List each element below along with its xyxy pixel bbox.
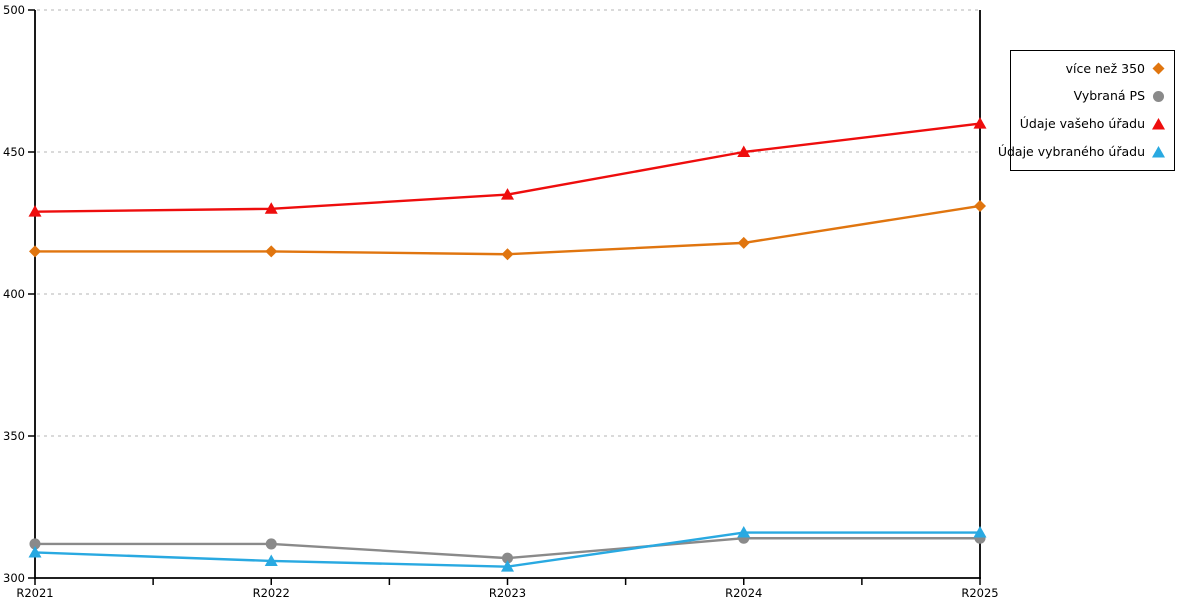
x-tick-label: R2022 xyxy=(253,586,290,600)
series-marker xyxy=(737,526,751,538)
series-marker xyxy=(737,145,751,157)
series-marker xyxy=(501,560,514,572)
series-line xyxy=(33,204,982,256)
series-0 xyxy=(29,199,986,261)
series-marker xyxy=(501,248,514,261)
series-marker xyxy=(1152,62,1165,75)
series-marker xyxy=(264,554,278,566)
series-marker xyxy=(265,538,277,550)
series-marker xyxy=(1152,145,1165,158)
y-tick-label: 450 xyxy=(3,145,25,159)
legend-label: více než 350 xyxy=(1065,60,1145,76)
series-marker xyxy=(264,202,278,214)
series-1 xyxy=(29,532,986,564)
legend-item: více než 350 xyxy=(1066,61,1166,76)
series-marker xyxy=(737,236,750,249)
series-marker xyxy=(973,526,987,538)
series-marker xyxy=(265,245,278,258)
y-tick-label: 300 xyxy=(3,571,25,585)
circle-marker-icon xyxy=(1151,89,1166,104)
y-tick-label: 350 xyxy=(3,429,25,443)
series-marker xyxy=(1152,117,1165,130)
series-marker xyxy=(29,538,41,550)
series-marker xyxy=(973,117,987,129)
triangle-marker-icon xyxy=(1151,117,1166,132)
series-marker xyxy=(974,199,986,212)
triangle-marker-icon xyxy=(1151,145,1166,160)
x-tick-label: R2025 xyxy=(961,586,998,600)
y-tick-label: 400 xyxy=(3,287,25,301)
legend-item: Údaje vybraného úřadu xyxy=(998,145,1166,160)
diamond-marker-icon xyxy=(1151,61,1166,76)
series-marker xyxy=(28,205,42,217)
legend: více než 350 Vybraná PS Údaje vašeho úřadu… xyxy=(998,50,1175,171)
x-tick-label: R2024 xyxy=(725,586,762,600)
series-2 xyxy=(28,117,987,217)
legend-label: Údaje vybraného úřadu xyxy=(997,143,1145,159)
series-marker xyxy=(501,552,514,564)
series-marker xyxy=(501,188,514,200)
legend-item: Údaje vašeho úřadu xyxy=(1020,117,1166,132)
legend-label: Údaje vašeho úřadu xyxy=(1019,116,1145,132)
series-marker xyxy=(28,545,42,558)
series-marker xyxy=(29,245,41,258)
series-3 xyxy=(28,526,987,572)
x-tick-label: R2023 xyxy=(489,586,526,600)
x-tick-label: R2021 xyxy=(16,586,53,600)
legend-item: Vybraná PS xyxy=(1074,89,1166,104)
legend-label: Vybraná PS xyxy=(1073,88,1145,104)
y-tick-label: 500 xyxy=(3,3,25,17)
series-marker xyxy=(1152,91,1165,103)
